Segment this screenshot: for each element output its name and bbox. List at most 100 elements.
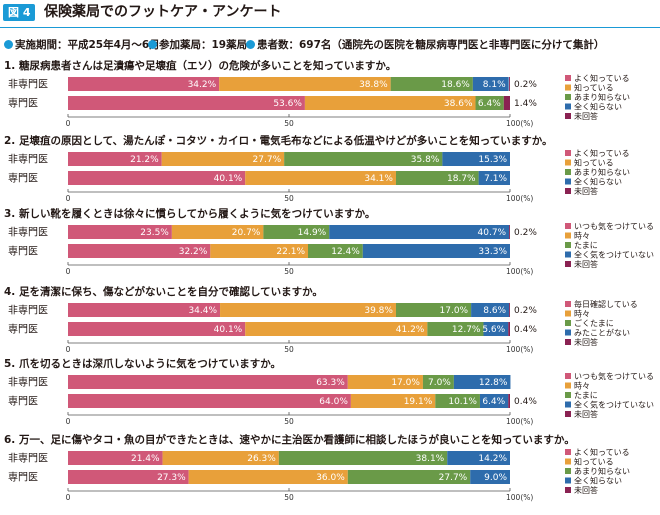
q4-segment-value: 39.8% <box>364 306 393 316</box>
q1-tick-label: 0 <box>66 119 71 128</box>
q6-tick-label: 100(%) <box>506 493 533 502</box>
q3-legend-label: 未回答 <box>574 259 598 269</box>
q4-tick-label: 0 <box>66 345 71 354</box>
q4-row-label: 非専門医 <box>8 305 48 317</box>
q2-tick-label: 50 <box>284 194 294 203</box>
q1-tick-label: 50 <box>284 119 294 128</box>
q4-legend-swatch <box>565 301 571 307</box>
q1-tick-label: 100(%) <box>506 119 533 128</box>
q1-segment-value: 34.2% <box>188 80 217 90</box>
q1-segment-value: 53.6% <box>273 99 302 109</box>
q6-segment-value: 27.7% <box>439 473 468 483</box>
q4-segment-value: 8.6% <box>483 306 506 316</box>
q3-segment-value: 22.1% <box>276 247 305 257</box>
q5-segment-value: 12.8% <box>479 378 508 388</box>
q2-legend-label: よく知っている <box>574 148 630 158</box>
q4-segment-value: 12.7% <box>452 325 481 335</box>
q5-title: 5. 爪を切るときは深爪しないように気をつけていますか。 <box>4 357 281 370</box>
q4-legend-swatch <box>565 329 571 336</box>
q6-title: 6. 万一、足に傷やタコ・魚の目ができたときは、速やかに主治医か看護師に相談した… <box>4 433 575 446</box>
q5-tick-label: 0 <box>66 417 71 426</box>
q2-row-label: 専門医 <box>8 173 38 185</box>
q6-bar-segment <box>447 451 510 465</box>
q3-bar-segment <box>308 244 363 258</box>
q3-bar-segment <box>171 225 264 239</box>
q5-bar-segment <box>347 375 423 389</box>
q6-segment-value: 36.0% <box>316 473 345 483</box>
q3-legend-swatch <box>565 223 571 229</box>
q4-legend-label: みたことがない <box>574 328 630 338</box>
q2-segment-value: 21.2% <box>130 155 159 165</box>
q1-bar-segment <box>304 96 476 110</box>
q2-bar-segment <box>68 171 246 185</box>
q3-bar-segment <box>362 244 510 258</box>
q3-legend-label: 時々 <box>574 232 590 241</box>
q5-segment-value: 10.1% <box>448 397 477 407</box>
header-rule <box>0 27 660 28</box>
q3-segment-value: 32.2% <box>179 247 208 257</box>
q3-title: 3. 新しい靴を履くときは徐々に慣らしてから履くように気をつけていますか。 <box>4 207 375 220</box>
q6-bar-segment <box>470 470 510 484</box>
q2-segment-value: 35.8% <box>411 155 440 165</box>
q5-legend-swatch <box>565 401 571 408</box>
q5-bar-segment <box>68 375 348 389</box>
q4-bar-segment <box>483 322 509 336</box>
q2-row-label: 非専門医 <box>8 154 48 166</box>
q1-legend-label: 知っている <box>574 83 614 93</box>
q3-legend-swatch <box>565 232 571 239</box>
q2-bar-segment <box>442 152 510 166</box>
q5-segment-value: 64.0% <box>319 397 348 407</box>
q5-legend-label: 時々 <box>574 382 590 391</box>
q6-segment-value: 9.0% <box>484 473 507 483</box>
q1-segment-value: 38.8% <box>359 80 388 90</box>
q6-legend-swatch <box>565 477 571 484</box>
q5-segment-value: 6.4% <box>482 397 505 407</box>
q6-legend-swatch <box>565 468 571 474</box>
q5-bar-segment <box>422 375 454 389</box>
q6-legend-swatch <box>565 449 571 455</box>
q1-legend-swatch <box>565 94 571 100</box>
q4-tick-label: 50 <box>284 345 294 354</box>
q4-legend-swatch <box>565 320 571 326</box>
q1-legend-label: 未回答 <box>574 111 598 121</box>
q5-bar-segment <box>479 394 509 408</box>
q6-bar-segment <box>68 451 163 465</box>
q4-title: 4. 足を清潔に保ち、傷などがないことを自分で確認していますか。 <box>4 285 323 298</box>
q5-segment-value: 19.1% <box>404 397 433 407</box>
q2-legend-swatch <box>565 169 571 175</box>
q2-bar-segment <box>478 171 510 185</box>
figure-title: 保険薬局でのフットケア・アンケート <box>44 4 282 20</box>
q5-row-label: 非専門医 <box>8 377 48 389</box>
q1-title: 1. 糖尿病患者さんは足潰瘍や足壊疽（エソ）の危険が多いことを知っていますか。 <box>4 59 396 72</box>
q4-segment-value: 5.6% <box>482 325 505 335</box>
q2-tick-label: 100(%) <box>506 194 533 203</box>
q6-segment-value: 26.3% <box>247 454 276 464</box>
q4-bar-segment <box>395 303 472 317</box>
q4-legend-label: 時々 <box>574 310 590 319</box>
q2-tick-label: 0 <box>66 194 71 203</box>
q1-bar-segment <box>509 77 510 91</box>
q2-legend-label: 未回答 <box>574 186 598 196</box>
q2-legend-label: あまり知らない <box>574 167 630 177</box>
q5-bar-segment <box>435 394 480 408</box>
q4-legend-label: ごくたまに <box>574 318 614 328</box>
q1-bar-segment <box>472 77 509 91</box>
q2-bar-segment <box>161 152 285 166</box>
q5-legend-label: たまに <box>574 391 598 400</box>
meta-patients: 患者数：697名（通院先の医院を糖尿病専門医と非専門医に分けて集計） <box>246 38 604 52</box>
q1-legend-swatch <box>565 84 571 91</box>
q1-legend-swatch <box>565 75 571 81</box>
q4-unanswered-value: 0.4% <box>514 325 537 335</box>
q2-legend-swatch <box>565 178 571 185</box>
q4-bar-segment <box>68 322 246 336</box>
q4-bar-segment <box>509 303 510 317</box>
q1-legend-swatch <box>565 113 571 119</box>
q3-legend-swatch <box>565 261 571 267</box>
q2-bar-segment <box>395 171 479 185</box>
bullet-icon <box>4 40 13 49</box>
q3-unanswered-value: 0.2% <box>514 228 537 238</box>
q4-segment-value: 41.2% <box>396 325 425 335</box>
q6-segment-value: 27.3% <box>157 473 186 483</box>
q2-segment-value: 15.3% <box>478 155 507 165</box>
q6-tick-label: 50 <box>284 493 294 502</box>
